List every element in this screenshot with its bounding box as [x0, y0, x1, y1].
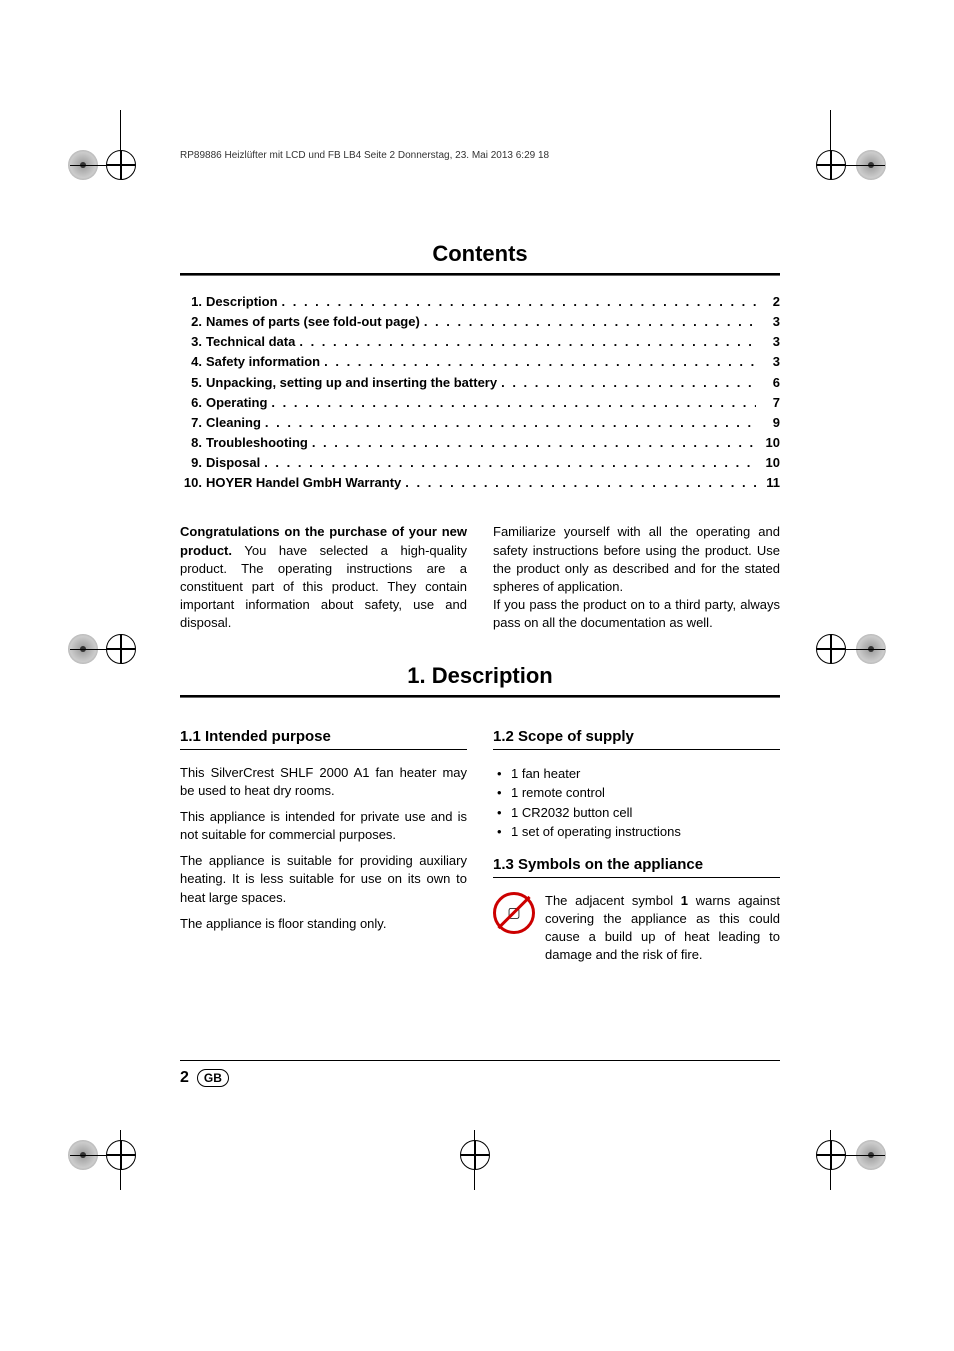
crop-line [830, 1130, 831, 1190]
toc-row: 9. Disposal . . . . . . . . . . . . . . … [180, 453, 780, 473]
body-1-1-p1: This SilverCrest SHLF 2000 A1 fan heater… [180, 764, 467, 800]
toc-row: 5. Unpacking, setting up and inserting t… [180, 373, 780, 393]
toc-dots: . . . . . . . . . . . . . . . . . . . . … [424, 312, 756, 332]
sub-1-3-heading: 1.3 Symbols on the appliance [493, 856, 780, 878]
toc-dots: . . . . . . . . . . . . . . . . . . . . … [324, 352, 756, 372]
toc-page: 3 [760, 312, 780, 332]
toc-dots: . . . . . . . . . . . . . . . . . . . . … [282, 292, 756, 312]
symbol-description: The adjacent symbol 1 warns against cove… [545, 892, 780, 965]
intro-left-col: Congratulations on the purchase of your … [180, 523, 467, 632]
intro-right-p2: If you pass the product on to a third pa… [493, 596, 780, 632]
toc-num: 10. [180, 473, 202, 493]
body-1-1-p4: The appliance is floor standing only. [180, 915, 467, 933]
toc-dots: . . . . . . . . . . . . . . . . . . . . … [299, 332, 756, 352]
toc-label: Operating [206, 393, 267, 413]
toc-row: 4. Safety information . . . . . . . . . … [180, 352, 780, 372]
crop-line [70, 165, 125, 166]
page-number: 2 [180, 1069, 189, 1087]
symbol-ref-number: 1 [681, 893, 688, 908]
crop-line [830, 1155, 885, 1156]
toc-num: 6. [180, 393, 202, 413]
sub-1-1-heading: 1.1 Intended purpose [180, 728, 467, 750]
contents-heading: Contents [180, 241, 780, 267]
body-columns: 1.1 Intended purpose This SilverCrest SH… [180, 714, 780, 965]
crop-line [474, 1130, 475, 1190]
toc-row: 1. Description . . . . . . . . . . . . .… [180, 292, 780, 312]
toc-page: 7 [760, 393, 780, 413]
toc-page: 6 [760, 373, 780, 393]
reg-mark-circle [460, 1140, 490, 1170]
crop-line [830, 110, 831, 170]
toc-label: Names of parts (see fold-out page) [206, 312, 420, 332]
symbol-text-a: The adjacent symbol [545, 893, 681, 908]
toc-row: 8. Troubleshooting . . . . . . . . . . .… [180, 433, 780, 453]
toc-label: Cleaning [206, 413, 261, 433]
crop-line [120, 1130, 121, 1190]
toc-page: 3 [760, 352, 780, 372]
page-content: RP89886 Heizlüfter mit LCD und FB LB4 Se… [180, 150, 780, 964]
toc-num: 3. [180, 332, 202, 352]
supply-item: 1 CR2032 button cell [493, 803, 780, 823]
toc-page: 3 [760, 332, 780, 352]
intro-right-col: Familiarize yourself with all the operat… [493, 523, 780, 632]
toc-label: HOYER Handel GmbH Warranty [206, 473, 401, 493]
toc-num: 8. [180, 433, 202, 453]
gb-badge: GB [197, 1069, 229, 1087]
supply-item: 1 set of operating instructions [493, 822, 780, 842]
toc-num: 7. [180, 413, 202, 433]
toc-page: 10 [760, 453, 780, 473]
body-1-1-p3: The appliance is suitable for providing … [180, 852, 467, 907]
toc-label: Technical data [206, 332, 295, 352]
crop-line [830, 649, 885, 650]
intro-right-p1: Familiarize yourself with all the operat… [493, 523, 780, 596]
table-of-contents: 1. Description . . . . . . . . . . . . .… [180, 292, 780, 493]
toc-dots: . . . . . . . . . . . . . . . . . . . . … [405, 473, 756, 493]
toc-row: 2. Names of parts (see fold-out page) . … [180, 312, 780, 332]
body-1-1-p2: This appliance is intended for private u… [180, 808, 467, 844]
toc-row: 10. HOYER Handel GmbH Warranty . . . . .… [180, 473, 780, 493]
toc-row: 7. Cleaning . . . . . . . . . . . . . . … [180, 413, 780, 433]
crop-line [70, 649, 125, 650]
toc-num: 9. [180, 453, 202, 473]
supply-list: 1 fan heater1 remote control1 CR2032 but… [493, 764, 780, 842]
toc-dots: . . . . . . . . . . . . . . . . . . . . … [265, 413, 756, 433]
toc-row: 3. Technical data . . . . . . . . . . . … [180, 332, 780, 352]
supply-item: 1 fan heater [493, 764, 780, 784]
toc-dots: . . . . . . . . . . . . . . . . . . . . … [312, 433, 756, 453]
toc-label: Safety information [206, 352, 320, 372]
toc-page: 2 [760, 292, 780, 312]
toc-page: 11 [760, 473, 780, 493]
toc-page: 10 [760, 433, 780, 453]
toc-page: 9 [760, 413, 780, 433]
crop-line [830, 165, 885, 166]
crop-line [70, 1155, 125, 1156]
sub-1-2-heading: 1.2 Scope of supply [493, 728, 780, 750]
heading-rule [180, 273, 780, 276]
crop-line [120, 110, 121, 170]
intro-columns: Congratulations on the purchase of your … [180, 523, 780, 632]
section-1-heading: 1. Description [180, 663, 780, 689]
toc-row: 6. Operating . . . . . . . . . . . . . .… [180, 393, 780, 413]
toc-dots: . . . . . . . . . . . . . . . . . . . . … [501, 373, 756, 393]
toc-num: 2. [180, 312, 202, 332]
toc-num: 5. [180, 373, 202, 393]
toc-dots: . . . . . . . . . . . . . . . . . . . . … [271, 393, 756, 413]
toc-num: 1. [180, 292, 202, 312]
toc-label: Disposal [206, 453, 260, 473]
toc-num: 4. [180, 352, 202, 372]
toc-dots: . . . . . . . . . . . . . . . . . . . . … [264, 453, 756, 473]
do-not-cover-icon: ▢ [493, 892, 535, 934]
symbol-row: ▢ The adjacent symbol 1 warns against co… [493, 892, 780, 965]
body-right-col: 1.2 Scope of supply 1 fan heater1 remote… [493, 714, 780, 965]
supply-item: 1 remote control [493, 783, 780, 803]
toc-label: Description [206, 292, 278, 312]
heading-rule [180, 695, 780, 698]
body-left-col: 1.1 Intended purpose This SilverCrest SH… [180, 714, 467, 965]
print-header-line: RP89886 Heizlüfter mit LCD und FB LB4 Se… [180, 150, 780, 161]
page-footer: 2 GB [180, 1060, 780, 1087]
toc-label: Unpacking, setting up and inserting the … [206, 373, 497, 393]
toc-label: Troubleshooting [206, 433, 308, 453]
